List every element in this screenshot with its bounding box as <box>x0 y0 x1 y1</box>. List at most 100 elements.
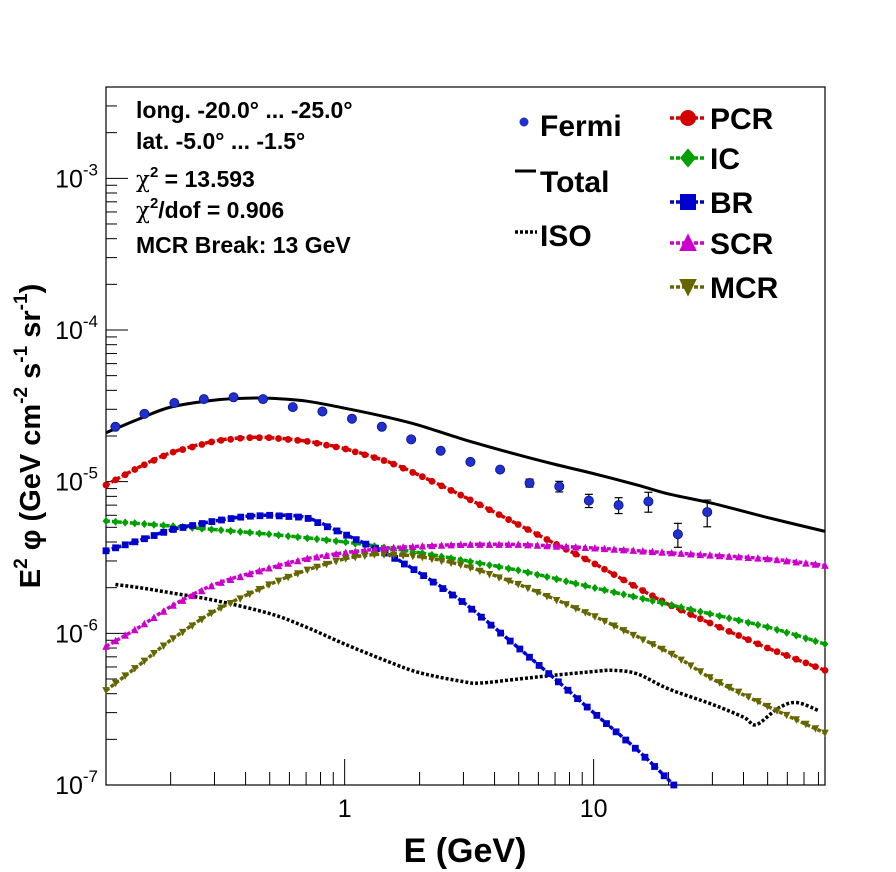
series-marker <box>420 572 428 580</box>
series-marker <box>562 542 570 551</box>
series-marker <box>783 628 791 637</box>
series-marker <box>639 636 647 644</box>
series-marker <box>543 536 551 543</box>
series-marker <box>351 547 359 555</box>
series-marker <box>735 632 743 639</box>
series-marker <box>246 434 254 442</box>
series-marker <box>534 531 541 538</box>
legend-label: Total <box>540 166 609 199</box>
series-marker <box>218 516 225 524</box>
fermi-point <box>672 529 683 540</box>
series-marker <box>265 564 273 572</box>
fermi-point <box>110 421 121 432</box>
series-marker <box>734 552 743 561</box>
fermi-point <box>583 495 594 506</box>
fermi-point <box>524 477 535 488</box>
legend-label: Fermi <box>540 110 622 143</box>
y-tick-label: 10-3 <box>55 160 98 193</box>
fermi-point <box>198 394 209 405</box>
series-marker <box>706 619 714 627</box>
series-marker <box>399 552 407 560</box>
series-marker <box>591 544 599 552</box>
series-marker <box>217 604 225 613</box>
series-marker <box>802 634 810 643</box>
series-marker <box>581 609 590 617</box>
series-marker <box>495 540 503 548</box>
series-marker <box>111 679 120 688</box>
series-marker <box>112 517 119 526</box>
series-marker <box>284 532 292 541</box>
series-marker <box>102 687 110 695</box>
series-marker <box>447 487 455 494</box>
series-marker <box>362 540 370 548</box>
series-marker <box>150 456 158 464</box>
series-marker <box>140 619 149 628</box>
series-marker <box>409 542 417 551</box>
series-marker <box>802 559 810 567</box>
series-marker <box>764 644 771 652</box>
series-marker <box>754 698 762 706</box>
series-marker <box>409 552 417 561</box>
series-marker <box>246 528 254 537</box>
legend-label: MCR <box>710 272 779 305</box>
series-marker <box>150 650 158 658</box>
series-marker <box>237 513 245 521</box>
series-marker <box>725 627 733 635</box>
series-marker <box>437 557 446 566</box>
series-marker <box>293 570 302 578</box>
series-marker <box>112 544 120 552</box>
series-marker <box>332 443 340 451</box>
series-marker <box>226 575 235 584</box>
series-marker <box>687 550 695 558</box>
series-marker <box>217 526 225 535</box>
legend-label: SCR <box>710 228 774 261</box>
series-marker <box>811 725 820 733</box>
series-marker <box>651 763 658 770</box>
series-marker <box>293 556 302 565</box>
series-marker <box>266 511 274 519</box>
series-marker <box>524 540 532 549</box>
series-marker <box>725 614 733 623</box>
series-marker <box>583 703 591 711</box>
series-marker <box>438 482 445 490</box>
series-marker <box>553 575 560 584</box>
series-marker <box>389 551 398 560</box>
series-marker <box>783 652 791 659</box>
info-latitude: lat. -5.0° ... -1.5° <box>136 128 305 154</box>
series-marker <box>429 578 437 586</box>
series-marker <box>526 653 533 661</box>
series-marker <box>389 543 398 552</box>
series-marker <box>112 476 119 484</box>
series-marker <box>428 550 436 560</box>
series-marker <box>715 551 724 560</box>
fermi-point <box>317 406 328 417</box>
series-marker <box>198 616 206 624</box>
series-marker <box>399 543 407 551</box>
series-marker <box>658 548 666 556</box>
series-marker <box>603 720 610 728</box>
series-marker <box>390 460 397 468</box>
series-marker <box>486 561 493 570</box>
series-marker <box>418 553 427 562</box>
series-marker <box>160 521 167 530</box>
series-marker <box>332 537 340 546</box>
series-marker <box>574 695 581 703</box>
series-marker <box>812 663 819 671</box>
legend-entry-pcr: PCR <box>670 103 774 136</box>
fermi-point <box>613 500 624 511</box>
series-marker <box>667 650 676 659</box>
fermi-point <box>376 421 387 432</box>
fermi-point <box>287 402 298 413</box>
series-marker <box>332 557 340 566</box>
series-marker <box>217 578 225 586</box>
series-marker <box>514 580 522 589</box>
series-marker <box>485 571 494 579</box>
series-marker <box>802 720 810 729</box>
series-marker <box>593 711 601 719</box>
series-marker <box>744 618 752 627</box>
series-line-total <box>105 396 826 533</box>
series-marker <box>255 529 263 538</box>
series-marker <box>265 581 273 589</box>
series-marker <box>476 540 484 548</box>
series-marker <box>680 194 696 210</box>
